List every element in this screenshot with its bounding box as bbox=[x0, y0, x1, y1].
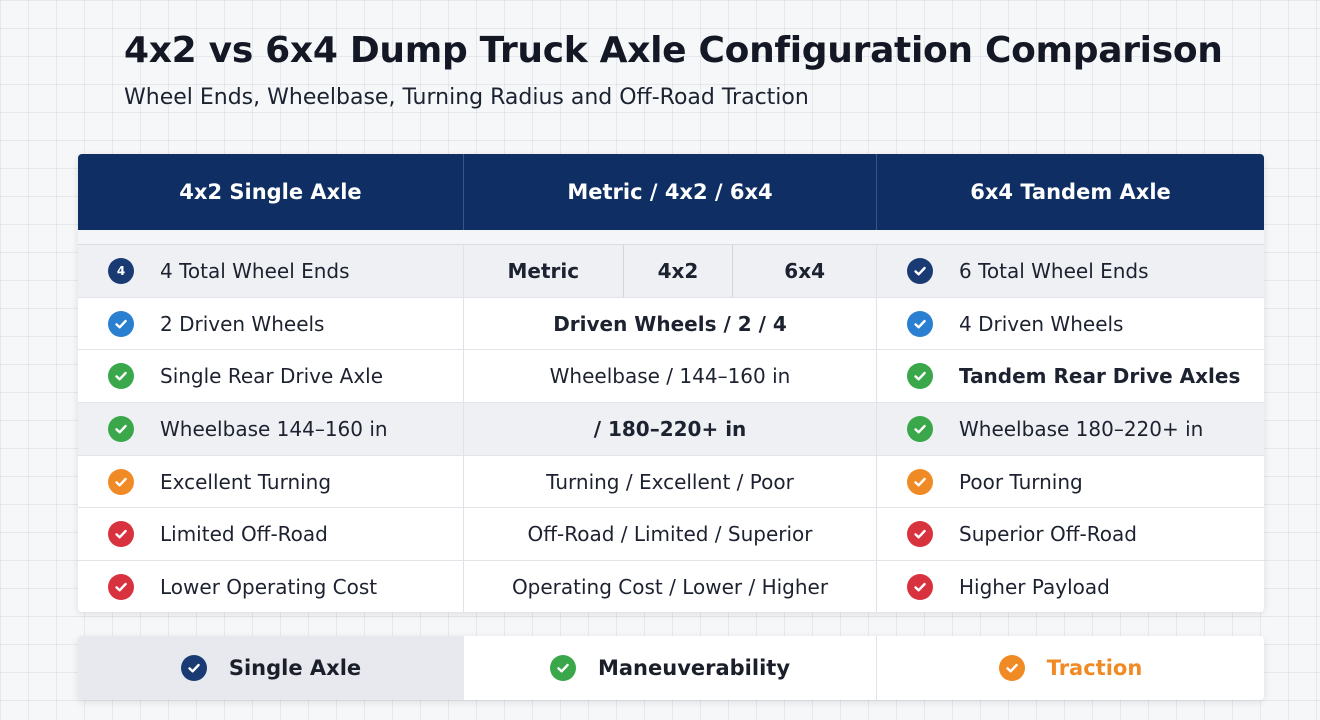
subheader-cell: 6x4 bbox=[784, 258, 826, 283]
check-icon bbox=[907, 310, 933, 337]
summary-label: Traction bbox=[1046, 656, 1143, 680]
table-row: Single Rear Drive Axle Wheelbase / 144–16… bbox=[78, 349, 1264, 403]
cell-metric: Wheelbase / 144–160 in bbox=[464, 350, 877, 403]
cell-6x4-label: Tandem Rear Drive Axles bbox=[959, 364, 1241, 389]
metric-subheader: Metric 4x2 6x4 bbox=[464, 245, 877, 297]
check-icon bbox=[108, 521, 134, 548]
subheader-cell: 4x2 bbox=[624, 245, 734, 297]
check-icon bbox=[180, 655, 207, 681]
table-body: 4 4 Total Wheel Ends Metric 4x2 6x4 6 Total W… bbox=[78, 244, 1264, 612]
subheader-cell: Metric bbox=[464, 245, 624, 297]
cell-6x4: Higher Payload bbox=[877, 561, 1264, 612]
cell-6x4: 6 Total Wheel Ends bbox=[877, 245, 1264, 297]
cell-6x4: Poor Turning bbox=[877, 455, 1264, 508]
cell-4x2: Limited Off-Road bbox=[78, 508, 464, 561]
table-row: 2 Driven Wheels Driven Wheels / 2 / 4 4 Dr… bbox=[78, 296, 1264, 350]
header-6x4: 6x4 Tandem Axle bbox=[970, 180, 1171, 204]
check-icon bbox=[108, 468, 134, 495]
comparison-table: 4x2 Single Axle Metric / 4x2 / 6x4 6x4 T… bbox=[78, 154, 1264, 612]
check-icon bbox=[108, 310, 134, 337]
check-icon bbox=[998, 655, 1025, 681]
number-4-icon: 4 bbox=[108, 257, 134, 284]
check-icon bbox=[108, 363, 134, 390]
header-gap bbox=[78, 230, 1264, 244]
summary-label: Maneuverability bbox=[597, 656, 791, 680]
table-row: Excellent Turning Turning / Excellent / P… bbox=[78, 454, 1264, 508]
cell-6x4: Superior Off-Road bbox=[877, 508, 1264, 561]
cell-metric: Operating Cost / Lower / Higher bbox=[464, 561, 877, 612]
cell-6x4-label: 4 Driven Wheels bbox=[959, 311, 1124, 336]
header-metric: Metric / 4x2 / 6x4 bbox=[464, 154, 877, 230]
cell-4x2-label: Lower Operating Cost bbox=[160, 574, 378, 599]
check-icon bbox=[907, 573, 933, 600]
cell-4x2: Single Rear Drive Axle bbox=[78, 350, 464, 403]
cell-6x4: Wheelbase 180–220+ in bbox=[877, 403, 1264, 455]
cell-6x4-label: Superior Off-Road bbox=[959, 522, 1137, 547]
cell-4x2: Excellent Turning bbox=[78, 455, 464, 508]
cell-6x4: 4 Driven Wheels bbox=[877, 297, 1264, 350]
check-icon bbox=[549, 655, 576, 681]
cell-6x4-label: 6 Total Wheel Ends bbox=[959, 258, 1149, 283]
page-subtitle: Wheel Ends, Wheelbase, Turning Radius an… bbox=[124, 85, 809, 110]
check-icon bbox=[907, 257, 933, 284]
table-header: 4x2 Single Axle Metric / 4x2 / 6x4 6x4 T… bbox=[78, 154, 1264, 230]
check-icon bbox=[907, 468, 933, 495]
cell-metric: / 180–220+ in bbox=[464, 403, 877, 455]
cell-4x2: Wheelbase 144–160 in bbox=[78, 403, 464, 455]
cell-6x4-label: Higher Payload bbox=[959, 574, 1110, 599]
cell-4x2-label: 4 Total Wheel Ends bbox=[160, 258, 350, 283]
cell-4x2-label: Wheelbase 144–160 in bbox=[160, 416, 388, 441]
cell-metric: Driven Wheels / 2 / 4 bbox=[464, 297, 877, 350]
summary-label: Single Axle bbox=[228, 656, 362, 680]
check-icon bbox=[907, 521, 933, 548]
summary-item: Maneuverability bbox=[464, 636, 877, 700]
cell-6x4: Tandem Rear Drive Axles bbox=[877, 350, 1264, 403]
cell-4x2-label: 2 Driven Wheels bbox=[160, 311, 325, 336]
summary-item: Traction bbox=[877, 636, 1264, 700]
header-4x2: 4x2 Single Axle bbox=[78, 154, 464, 230]
check-icon bbox=[907, 415, 933, 442]
cell-4x2-label: Single Rear Drive Axle bbox=[160, 364, 384, 389]
check-icon bbox=[108, 415, 134, 442]
table-row: Wheelbase 144–160 in / 180–220+ in Wheelba… bbox=[78, 402, 1264, 455]
check-icon bbox=[108, 573, 134, 600]
summary-bar: Single Axle Maneuverability Traction bbox=[78, 636, 1264, 700]
cell-4x2: Lower Operating Cost bbox=[78, 561, 464, 612]
table-row: Lower Operating Cost Operating Cost / Low… bbox=[78, 560, 1264, 612]
cell-4x2: 4 4 Total Wheel Ends bbox=[78, 245, 464, 297]
table-row: 4 4 Total Wheel Ends Metric 4x2 6x4 6 Total W… bbox=[78, 244, 1264, 297]
cell-4x2-label: Limited Off-Road bbox=[160, 522, 328, 547]
cell-metric: Off-Road / Limited / Superior bbox=[464, 508, 877, 561]
summary-item: Single Axle bbox=[78, 636, 464, 700]
page-title: 4x2 vs 6x4 Dump Truck Axle Configuration… bbox=[124, 30, 1223, 71]
cell-6x4-label: Wheelbase 180–220+ in bbox=[959, 416, 1204, 441]
table-row: Limited Off-Road Off-Road / Limited / Sup… bbox=[78, 507, 1264, 561]
cell-metric: Turning / Excellent / Poor bbox=[464, 455, 877, 508]
cell-4x2-label: Excellent Turning bbox=[160, 469, 332, 494]
cell-6x4-label: Poor Turning bbox=[959, 469, 1083, 494]
check-icon bbox=[907, 363, 933, 390]
cell-4x2: 2 Driven Wheels bbox=[78, 297, 464, 350]
